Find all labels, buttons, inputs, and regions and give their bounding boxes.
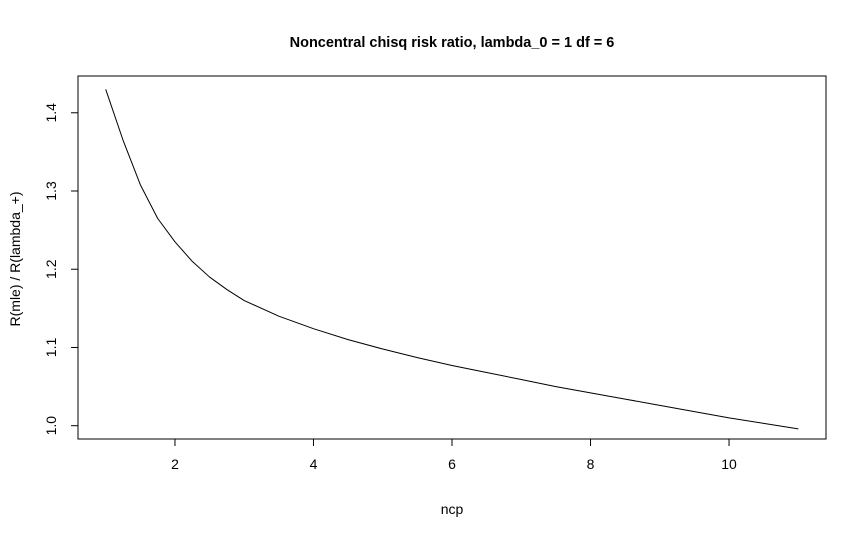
x-axis: 2 4 6 8 10 [171,438,737,472]
y-tick-label: 1.1 [43,338,59,358]
y-tick-label: 1.4 [43,103,59,123]
x-tick-label: 2 [171,456,179,472]
x-tick-label: 6 [448,456,456,472]
plot-frame [77,75,827,440]
series-layer [105,89,799,430]
x-tick-label: 10 [721,456,737,472]
x-tick-label: 4 [310,456,318,472]
y-axis-label: R(mle) / R(lambda_+) [7,192,23,327]
y-axis: 1.0 1.1 1.2 1.3 1.4 [43,103,79,436]
chart-title: Noncentral chisq risk ratio, lambda_0 = … [290,35,615,51]
y-tick-label: 1.2 [43,259,59,279]
x-tick-label: 8 [587,456,595,472]
series-line [105,89,799,430]
y-tick-label: 1.3 [43,181,59,201]
y-tick-label: 1.0 [43,416,59,436]
x-axis-label: ncp [441,501,464,517]
